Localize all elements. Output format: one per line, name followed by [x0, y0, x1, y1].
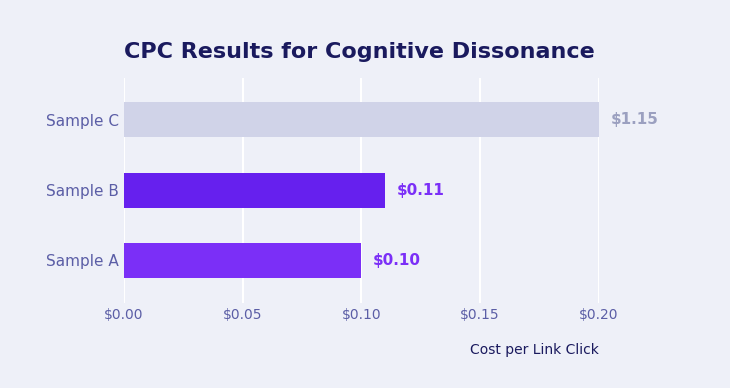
Bar — [124, 102, 730, 137]
Text: $1.15: $1.15 — [610, 112, 658, 127]
X-axis label: Cost per Link Click: Cost per Link Click — [469, 343, 599, 357]
Text: $0.10: $0.10 — [373, 253, 421, 268]
Text: $0.11: $0.11 — [397, 183, 445, 197]
Bar — [124, 173, 385, 208]
Bar — [124, 243, 361, 278]
Text: CPC Results for Cognitive Dissonance: CPC Results for Cognitive Dissonance — [124, 42, 595, 62]
